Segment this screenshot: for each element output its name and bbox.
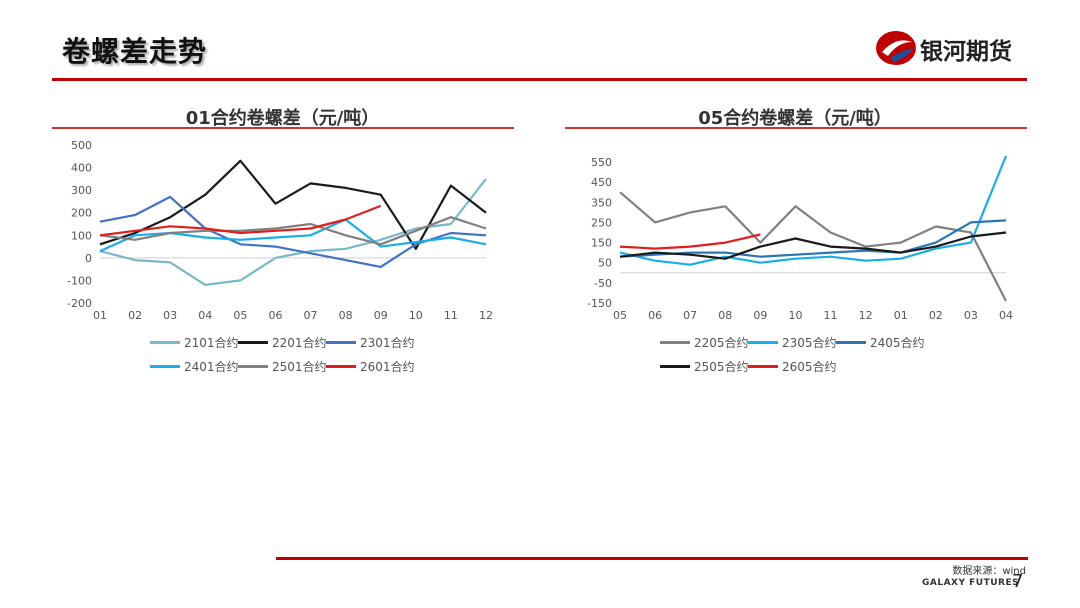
x-tick-label: 11 (444, 309, 458, 322)
x-tick-label: 08 (718, 309, 732, 322)
x-tick-label: 02 (128, 309, 142, 322)
legend-label: 2101合约 (184, 336, 239, 350)
legend-swatch (836, 341, 866, 344)
legend-swatch (748, 365, 778, 368)
y-tick-label: 300 (71, 184, 92, 197)
x-tick-label: 02 (929, 309, 943, 322)
chart-title-rule-05 (565, 127, 1027, 129)
legend-label: 2205合约 (694, 336, 749, 350)
x-tick-label: 03 (163, 309, 177, 322)
y-tick-label: -50 (594, 277, 612, 290)
footer-rule (276, 557, 1028, 560)
legend-label: 2501合约 (272, 360, 327, 374)
y-tick-label: 150 (591, 237, 612, 250)
legend-item: 2301合约 (326, 334, 415, 351)
legend-label: 2601合约 (360, 360, 415, 374)
series-line-2301合约 (99, 195, 487, 268)
legend-swatch (326, 365, 356, 368)
legend-swatch (748, 341, 778, 344)
brand-name: 银河期货 (920, 39, 1012, 65)
legend-label: 2201合约 (272, 336, 327, 350)
legend-label: 2301合约 (360, 336, 415, 350)
y-tick-label: 450 (591, 176, 612, 189)
legend-swatch (150, 341, 180, 344)
y-tick-label: -100 (67, 274, 92, 287)
brand-logo: 银河期货 (874, 28, 1034, 68)
series-line-2305合约 (619, 155, 1008, 266)
galaxy-logo-icon (876, 31, 916, 65)
x-tick-label: 06 (648, 309, 662, 322)
x-tick-label: 04 (999, 309, 1013, 322)
x-tick-label: 12 (859, 309, 873, 322)
y-tick-label: -150 (587, 297, 612, 310)
legend-label: 2405合约 (870, 336, 925, 350)
legend-item: 2505合约 (660, 358, 749, 375)
x-tick-label: 10 (409, 309, 423, 322)
y-tick-label: 100 (71, 229, 92, 242)
series-line-2605合约 (619, 233, 761, 250)
x-tick-label: 07 (304, 309, 318, 322)
chart-title-rule-01 (52, 127, 514, 129)
legend-item: 2405合约 (836, 334, 925, 351)
x-tick-label: 06 (268, 309, 282, 322)
series-line-2405合约 (619, 219, 1007, 258)
chart-05-legend: 2205合约 2305合约 2405合约 2505合约 2605合约 (660, 334, 1000, 378)
y-tick-label: 350 (591, 196, 612, 209)
brand-english: GALAXY FUTURES (922, 578, 1020, 588)
series-line-2601合约 (99, 204, 382, 237)
legend-label: 2401合约 (184, 360, 239, 374)
legend-label: 2505合约 (694, 360, 749, 374)
x-tick-label: 09 (374, 309, 388, 322)
legend-item: 2201合约 (238, 334, 327, 351)
x-tick-label: 11 (824, 309, 838, 322)
x-tick-label: 09 (753, 309, 767, 322)
y-tick-label: 250 (591, 216, 612, 229)
x-tick-label: 04 (198, 309, 212, 322)
legend-swatch (326, 341, 356, 344)
y-tick-label: 0 (85, 252, 92, 265)
y-tick-label: 550 (591, 156, 612, 169)
chart-title-05: 05合约卷螺差（元/吨） (698, 108, 892, 129)
y-tick-label: 200 (71, 207, 92, 220)
chart-title-01: 01合约卷螺差（元/吨） (185, 108, 380, 129)
legend-label: 2605合约 (782, 360, 837, 374)
x-tick-label: 01 (894, 309, 908, 322)
legend-item: 2305合约 (748, 334, 837, 351)
legend-item: 2605合约 (748, 358, 837, 375)
chart-01-legend: 2101合约 2201合约 2301合约 2401合约 2501合约 2601合约 (150, 334, 490, 378)
x-tick-label: 12 (479, 309, 493, 322)
page-title: 卷螺差走势 (62, 35, 208, 68)
x-tick-label: 03 (964, 309, 978, 322)
y-tick-label: 50 (598, 257, 612, 270)
series-line-2201合约 (99, 159, 487, 250)
series-line-2205合约 (619, 191, 1007, 302)
y-tick-label: 400 (71, 162, 92, 175)
x-tick-label: 01 (93, 309, 107, 322)
x-tick-label: 10 (788, 309, 802, 322)
data-source: 数据来源：wind (952, 566, 1026, 577)
series-line-2505合约 (619, 231, 1007, 260)
series-line-2501合约 (99, 216, 487, 246)
legend-swatch (660, 365, 690, 368)
legend-swatch (238, 341, 268, 344)
y-tick-label: 500 (71, 139, 92, 152)
header-rule (52, 78, 1027, 81)
legend-item: 2501合约 (238, 358, 327, 375)
legend-label: 2305合约 (782, 336, 837, 350)
y-tick-label: -200 (67, 297, 92, 310)
x-tick-label: 05 (613, 309, 627, 322)
legend-item: 2205合约 (660, 334, 749, 351)
x-tick-label: 07 (683, 309, 697, 322)
x-tick-label: 05 (233, 309, 247, 322)
legend-swatch (150, 365, 180, 368)
legend-item: 2101合约 (150, 334, 239, 351)
page-number: 7 (1012, 571, 1024, 592)
legend-item: 2601合约 (326, 358, 415, 375)
legend-swatch (660, 341, 690, 344)
legend-item: 2401合约 (150, 358, 239, 375)
legend-swatch (238, 365, 268, 368)
x-tick-label: 08 (339, 309, 353, 322)
